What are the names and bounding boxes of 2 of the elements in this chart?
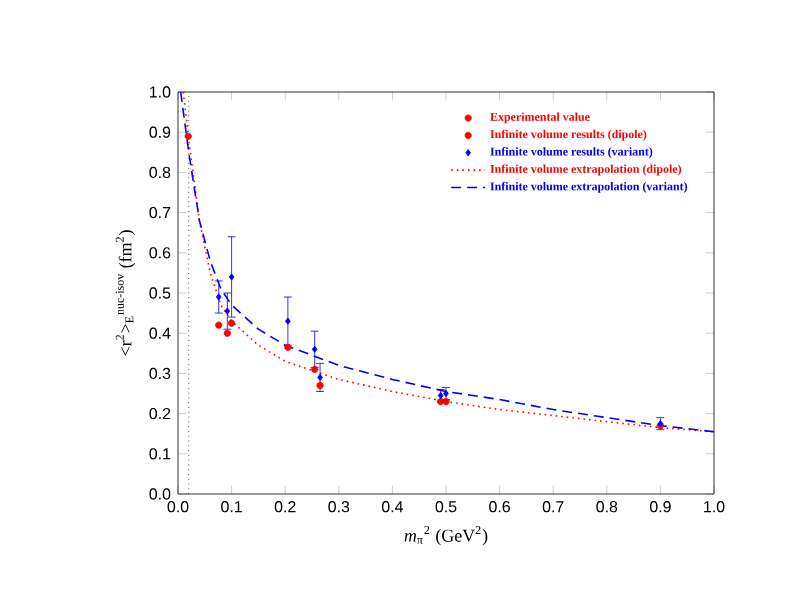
y-axis-title: <r$^{2}$>$_{E}$$^{nuc-isov}$ (fm$^{2}$) (115, 230, 136, 356)
x-axis-title: m$_{π}$$^{2}$ (GeV$^{2}$) (404, 525, 488, 546)
